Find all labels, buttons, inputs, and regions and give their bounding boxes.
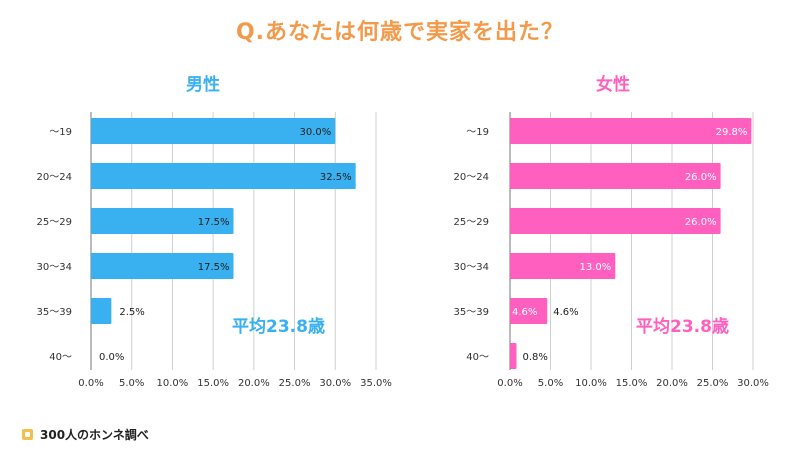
male-bar: [91, 163, 356, 189]
male-x-tick-label: 20.0%: [238, 378, 270, 389]
female-category-label: 30〜34: [454, 262, 489, 273]
male-value-label: 17.5%: [198, 217, 230, 228]
male-x-tick-label: 5.0%: [119, 378, 144, 389]
male-category-label: 35〜39: [37, 307, 72, 318]
male-x-tick-label: 15.0%: [197, 378, 229, 389]
male-value-label: 0.0%: [99, 352, 124, 363]
female-category-label: 35〜39: [454, 307, 489, 318]
female-x-tick-label: 20.0%: [656, 378, 688, 389]
brand-logo-icon: [22, 429, 33, 440]
female-outside-value-label: 0.8%: [522, 352, 547, 363]
female-value-label: 13.0%: [580, 262, 612, 273]
footer-brand-text: 300人のホンネ調べ: [40, 428, 149, 442]
male-value-label: 30.0%: [300, 127, 332, 138]
female-bar: [510, 298, 548, 324]
female-category-label: 20〜24: [454, 172, 489, 183]
male-x-tick-label: 30.0%: [319, 378, 351, 389]
male-average-annotation: 平均23.8歳: [232, 316, 325, 337]
male-category-label: 〜19: [49, 127, 72, 138]
female-x-tick-label: 15.0%: [616, 378, 648, 389]
male-x-tick-label: 0.0%: [78, 378, 103, 389]
female-outside-value-label: 4.6%: [553, 307, 578, 318]
male-value-label: 17.5%: [198, 262, 230, 273]
female-average-annotation: 平均23.8歳: [636, 316, 729, 337]
male-x-tick-label: 10.0%: [157, 378, 189, 389]
male-category-label: 30〜34: [37, 262, 72, 273]
female-value-label: 26.0%: [685, 172, 717, 183]
female-x-tick-label: 0.0%: [497, 378, 522, 389]
female-bar: [510, 118, 752, 144]
female-bar: [510, 253, 616, 279]
female-category-label: 25〜29: [454, 217, 489, 228]
female-value-label: 26.0%: [685, 217, 717, 228]
female-bar: [510, 343, 517, 369]
female-value-label: 4.6%: [512, 307, 537, 318]
female-category-label: 〜19: [466, 127, 489, 138]
chart-main-title: Q.あなたは何歳で実家を出た？: [235, 20, 565, 45]
female-x-tick-label: 10.0%: [575, 378, 607, 389]
female-x-tick-label: 25.0%: [697, 378, 729, 389]
male-bar: [91, 298, 112, 324]
male-value-label: 32.5%: [320, 172, 352, 183]
male-bar: [91, 208, 234, 234]
male-bar: [91, 253, 234, 279]
male-value-label: 2.5%: [119, 307, 144, 318]
male-bar: [91, 118, 336, 144]
male-category-label: 25〜29: [37, 217, 72, 228]
male-category-label: 40〜: [49, 352, 72, 363]
female-x-tick-label: 30.0%: [737, 378, 769, 389]
female-x-tick-label: 5.0%: [538, 378, 563, 389]
female-bar: [510, 163, 721, 189]
female-category-label: 40〜: [466, 352, 489, 363]
male-x-tick-label: 35.0%: [360, 378, 392, 389]
male-x-tick-label: 25.0%: [279, 378, 311, 389]
footer-brand: 300人のホンネ調べ: [22, 426, 149, 443]
female-panel-title: 女性: [596, 75, 630, 95]
female-bar: [510, 208, 721, 234]
female-value-label: 29.8%: [716, 127, 748, 138]
male-category-label: 20〜24: [37, 172, 72, 183]
male-panel-title: 男性: [186, 75, 220, 95]
